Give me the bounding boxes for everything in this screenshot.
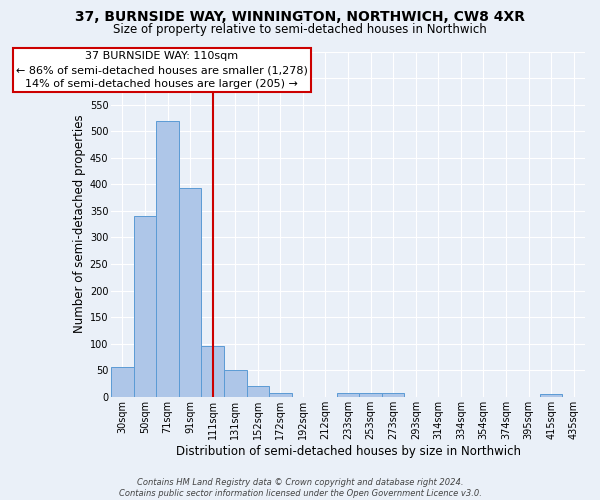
Bar — [224, 370, 247, 397]
Text: 37 BURNSIDE WAY: 110sqm
← 86% of semi-detached houses are smaller (1,278)
14% of: 37 BURNSIDE WAY: 110sqm ← 86% of semi-de… — [16, 51, 308, 89]
X-axis label: Distribution of semi-detached houses by size in Northwich: Distribution of semi-detached houses by … — [176, 444, 521, 458]
Y-axis label: Number of semi-detached properties: Number of semi-detached properties — [73, 115, 86, 334]
Bar — [156, 121, 179, 397]
Bar — [179, 188, 202, 397]
Bar — [337, 392, 359, 397]
Bar — [269, 392, 292, 397]
Text: Contains HM Land Registry data © Crown copyright and database right 2024.
Contai: Contains HM Land Registry data © Crown c… — [119, 478, 481, 498]
Bar — [202, 346, 224, 397]
Bar — [247, 386, 269, 397]
Bar — [382, 392, 404, 397]
Bar — [111, 366, 134, 397]
Bar — [134, 216, 156, 397]
Text: 37, BURNSIDE WAY, WINNINGTON, NORTHWICH, CW8 4XR: 37, BURNSIDE WAY, WINNINGTON, NORTHWICH,… — [75, 10, 525, 24]
Bar — [359, 392, 382, 397]
Bar — [540, 394, 562, 397]
Text: Size of property relative to semi-detached houses in Northwich: Size of property relative to semi-detach… — [113, 22, 487, 36]
